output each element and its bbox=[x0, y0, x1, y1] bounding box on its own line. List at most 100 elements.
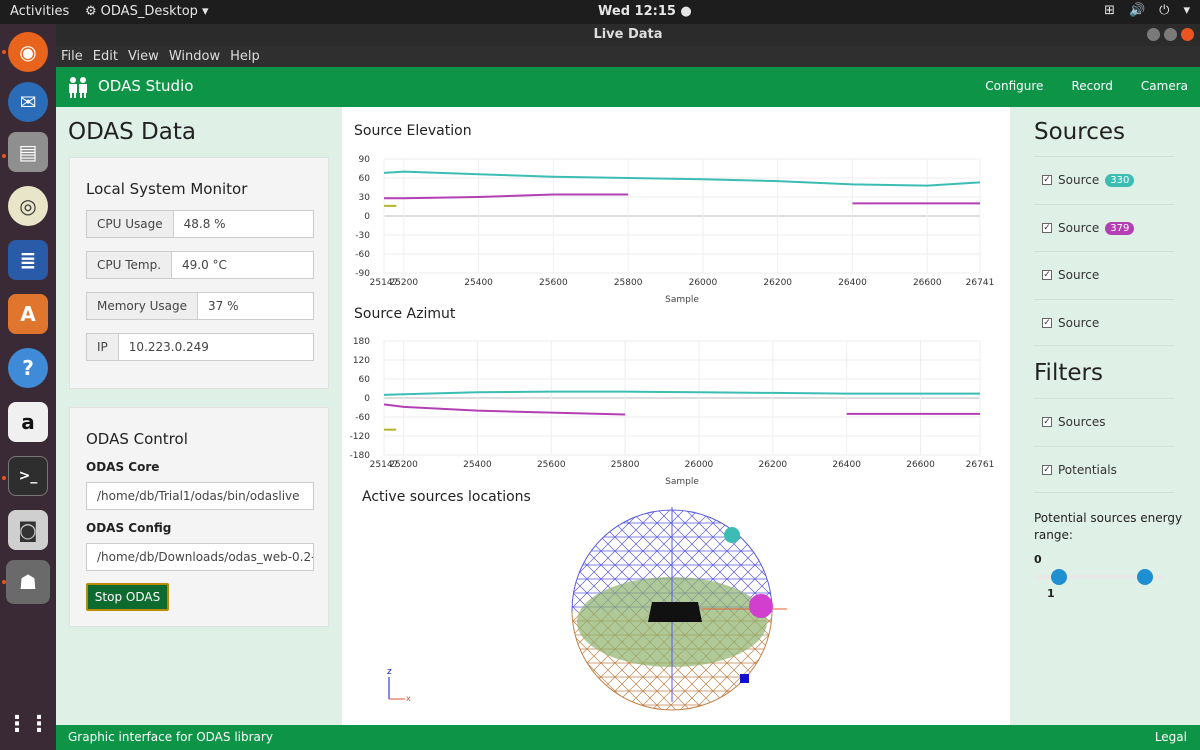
left-pane: ODAS Data Local System Monitor CPU Usage… bbox=[56, 107, 342, 725]
menu-view[interactable]: View bbox=[127, 49, 159, 64]
checkbox[interactable]: ✓ bbox=[1042, 464, 1052, 475]
menu-edit[interactable]: Edit bbox=[92, 49, 118, 64]
filter-label: Sources bbox=[1058, 415, 1106, 429]
thunderbird-icon[interactable]: ✉ bbox=[8, 82, 48, 122]
dock: ◉ ✉ ▤ ◎ ≣ A ? a >_ ◙ ☗ ⋮⋮ bbox=[0, 24, 56, 750]
filter-sources[interactable]: ✓ Sources bbox=[1034, 398, 1174, 445]
checkbox[interactable]: ✓ bbox=[1042, 317, 1052, 328]
stat-cpu-usage: CPU Usage 48.8 % bbox=[86, 210, 314, 238]
close-icon[interactable] bbox=[1181, 28, 1194, 41]
odas-logo-icon bbox=[69, 77, 87, 98]
elevation-title: Source Elevation bbox=[354, 123, 472, 139]
stat-ip: IP 10.223.0.249 bbox=[86, 333, 314, 361]
range-max-label: 1 bbox=[1047, 587, 1055, 600]
checkbox[interactable]: ✓ bbox=[1042, 223, 1052, 233]
clock[interactable]: Wed 12:15 ● bbox=[598, 4, 692, 19]
nav-camera[interactable]: Camera bbox=[1140, 79, 1188, 93]
x-tick-label: 26200 bbox=[759, 460, 788, 470]
slider-high-thumb[interactable] bbox=[1136, 569, 1153, 585]
minimize-icon[interactable] bbox=[1147, 28, 1160, 41]
y-tick-label: 60 bbox=[359, 174, 371, 184]
software-icon[interactable]: A bbox=[8, 294, 48, 334]
checkbox[interactable]: ✓ bbox=[1042, 175, 1052, 185]
x-tick-label: 26200 bbox=[763, 278, 792, 288]
y-tick-label: 0 bbox=[364, 212, 370, 222]
axis-x-label: x bbox=[406, 694, 411, 703]
source-379-marker bbox=[749, 594, 773, 618]
checkbox[interactable]: ✓ bbox=[1042, 417, 1052, 427]
filters-title: Filters bbox=[1034, 360, 1103, 386]
odas-app-icon[interactable]: ☗ bbox=[6, 560, 50, 604]
firefox-icon[interactable]: ◉ bbox=[8, 32, 48, 72]
chevron-down-icon: ▾ bbox=[201, 4, 209, 19]
config-path-input[interactable]: /home/db/Downloads/odas_web-0.2-alp bbox=[86, 543, 314, 571]
rhythmbox-icon[interactable]: ◎ bbox=[8, 186, 48, 226]
source-id-badge: 379 bbox=[1105, 221, 1135, 235]
slider-track bbox=[1034, 575, 1164, 579]
help-icon[interactable]: ? bbox=[8, 348, 48, 388]
y-tick-label: -120 bbox=[350, 432, 371, 442]
source-toggle-4[interactable]: ✓ Source bbox=[1034, 299, 1174, 346]
app-footer: Graphic interface for ODAS library Legal bbox=[56, 725, 1200, 750]
filter-label: Potentials bbox=[1058, 462, 1117, 477]
checkbox[interactable]: ✓ bbox=[1042, 270, 1052, 280]
energy-range-slider[interactable] bbox=[1034, 569, 1164, 585]
app-header: ODAS Studio Configure Record Camera bbox=[56, 67, 1200, 107]
activities-button[interactable]: Activities bbox=[10, 4, 70, 19]
source-toggle-1[interactable]: ✓ Source 330 bbox=[1034, 156, 1174, 203]
app-brand[interactable]: ODAS Studio bbox=[98, 77, 194, 95]
system-top-bar: Activities ⚙ ODAS_Desktop ▾ Wed 12:15 ● … bbox=[0, 0, 1200, 24]
nav-record[interactable]: Record bbox=[1071, 79, 1113, 93]
menu-help[interactable]: Help bbox=[230, 49, 260, 64]
app-menu-button[interactable]: ⚙ ODAS_Desktop ▾ bbox=[85, 4, 208, 19]
slider-low-thumb[interactable] bbox=[1051, 569, 1068, 585]
system-tray[interactable]: ⊞ 🔊 ⏻ ▾ bbox=[1104, 3, 1190, 18]
x-tick-label: 25600 bbox=[539, 278, 568, 288]
amazon-icon[interactable]: a bbox=[8, 402, 48, 442]
core-label: ODAS Core bbox=[86, 460, 160, 474]
energy-range-label: Potential sources energy range: bbox=[1034, 511, 1183, 542]
terminal-icon[interactable]: >_ bbox=[8, 456, 48, 496]
menu-window[interactable]: Window bbox=[168, 49, 221, 64]
stat-value: 49.0 °C bbox=[182, 258, 227, 272]
writer-icon[interactable]: ≣ bbox=[8, 240, 48, 280]
menu-file[interactable]: File bbox=[61, 49, 83, 64]
stat-key: Memory Usage bbox=[87, 293, 199, 319]
x-tick-label: 25200 bbox=[389, 278, 418, 288]
right-pane: Sources ✓ Source 330 ✓ Source 379 ✓ Sour… bbox=[1010, 107, 1200, 725]
footer-legal-link[interactable]: Legal bbox=[1154, 730, 1187, 744]
source-toggle-3[interactable]: ✓ Source bbox=[1034, 251, 1174, 298]
stat-key: CPU Usage bbox=[87, 211, 174, 237]
running-indicator bbox=[2, 50, 6, 54]
potential-marker bbox=[740, 674, 749, 683]
config-label: ODAS Config bbox=[86, 521, 172, 535]
x-tick-label: 26400 bbox=[832, 460, 861, 470]
running-indicator bbox=[2, 580, 6, 584]
camera-app-icon[interactable]: ◙ bbox=[8, 510, 48, 550]
microphone-array bbox=[648, 602, 702, 622]
files-icon[interactable]: ▤ bbox=[8, 132, 48, 172]
core-path-input[interactable]: /home/db/Trial1/odas/bin/odaslive bbox=[86, 482, 314, 510]
nav-configure[interactable]: Configure bbox=[985, 79, 1044, 93]
sources-sphere-3d[interactable]: z x bbox=[342, 502, 1010, 717]
stop-odas-button[interactable]: Stop ODAS bbox=[86, 583, 169, 611]
x-tick-label: 25400 bbox=[464, 278, 493, 288]
maximize-icon[interactable] bbox=[1164, 28, 1177, 41]
sources-title: Sources bbox=[1034, 119, 1125, 145]
app-nav: Configure Record Camera bbox=[985, 79, 1188, 93]
show-apps-icon[interactable]: ⋮⋮ bbox=[6, 711, 50, 737]
axis-z-label: z bbox=[387, 667, 392, 677]
y-tick-label: 90 bbox=[359, 155, 371, 165]
network-icon: ⊞ bbox=[1104, 3, 1115, 18]
y-tick-label: -30 bbox=[355, 231, 370, 241]
x-tick-label: 25147 bbox=[370, 460, 399, 470]
x-tick-label: 25800 bbox=[614, 278, 643, 288]
power-icon: ⏻ bbox=[1159, 3, 1170, 18]
app-gear-icon: ⚙ bbox=[85, 4, 97, 19]
stat-memory-usage: Memory Usage 37 % bbox=[86, 292, 314, 320]
source-label: Source bbox=[1058, 268, 1100, 282]
source-toggle-2[interactable]: ✓ Source 379 bbox=[1034, 204, 1174, 251]
filter-potentials[interactable]: ✓ Potentials bbox=[1034, 446, 1174, 493]
x-tick-label: 25600 bbox=[537, 460, 566, 470]
